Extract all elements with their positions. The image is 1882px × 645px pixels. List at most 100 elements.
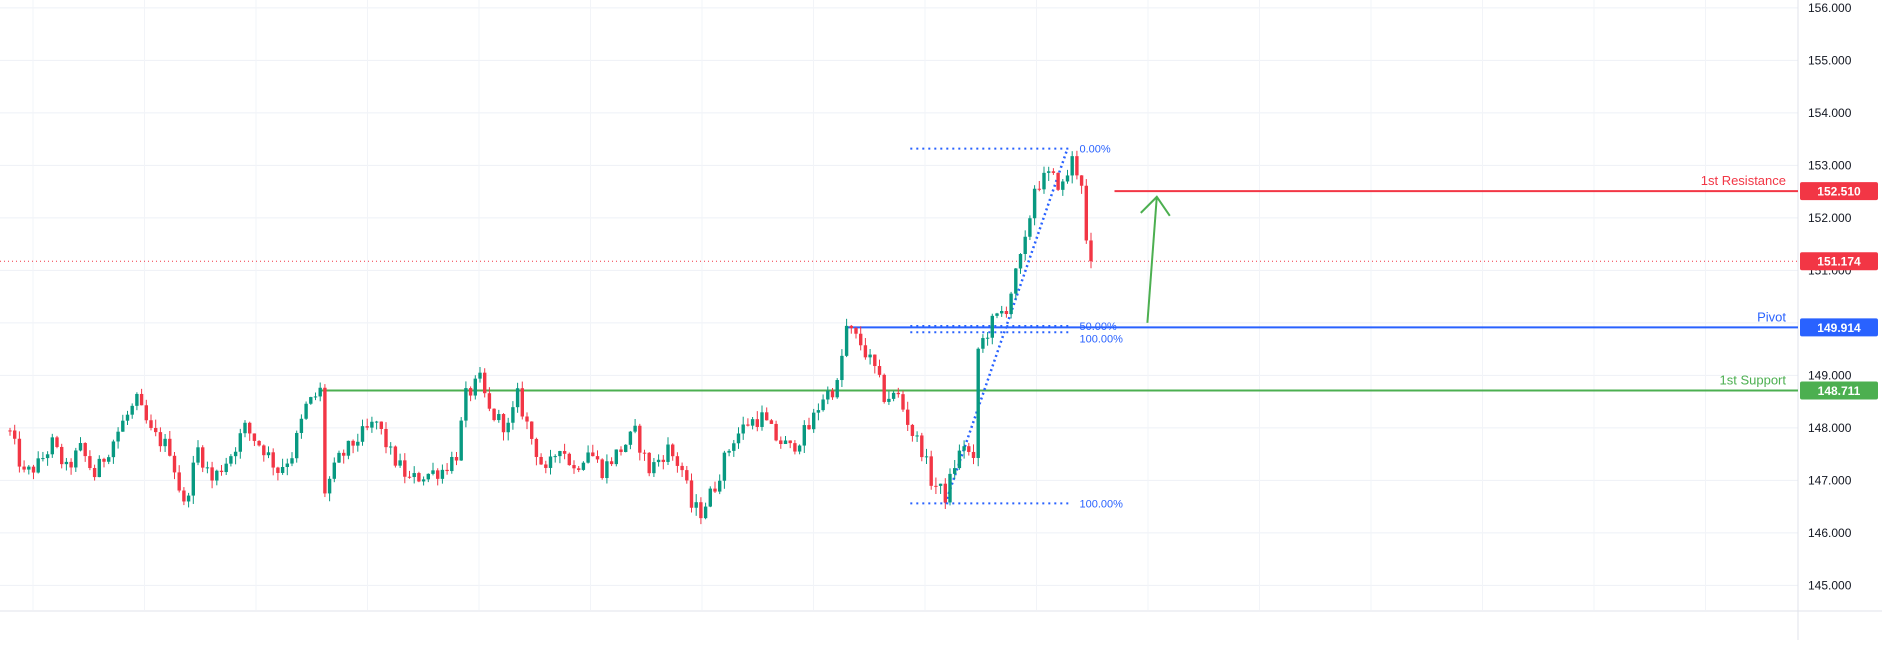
candle-body — [31, 466, 36, 473]
candle-body — [718, 480, 722, 492]
candle-body — [981, 338, 985, 349]
candle-body — [205, 467, 210, 469]
candle-body — [248, 422, 252, 434]
candle-body — [257, 440, 261, 446]
fib-level-label: 100.00% — [1080, 498, 1124, 510]
candle-body — [671, 444, 675, 457]
candle-body — [1065, 175, 1070, 182]
candle-body — [1009, 293, 1013, 315]
candle-body — [229, 456, 233, 464]
candle-body — [1000, 310, 1004, 314]
price-tag[interactable] — [1800, 381, 1878, 400]
candle-body — [854, 328, 858, 334]
candle-body — [915, 435, 919, 437]
candle-body — [210, 467, 214, 481]
candle-body — [262, 445, 266, 456]
candle-body — [812, 412, 816, 430]
candle-body — [69, 461, 73, 468]
candle-body — [567, 453, 571, 466]
candle-body — [816, 410, 821, 413]
candle-body — [158, 432, 163, 447]
price-tag[interactable] — [1800, 318, 1878, 337]
candle-body — [929, 456, 933, 486]
candle-body — [624, 444, 628, 452]
candle-body — [619, 449, 623, 452]
candle-body — [887, 398, 891, 402]
candle-body — [168, 438, 172, 456]
y-tick-label: 146.000 — [1808, 526, 1852, 540]
candle-body — [515, 388, 520, 408]
fibonacci-retracement[interactable]: 0.00%50.00%100.00%100.00% — [910, 144, 1123, 511]
price-tag[interactable] — [1800, 182, 1878, 201]
candle-body — [41, 458, 45, 460]
candle-body — [417, 473, 421, 482]
candle-body — [661, 459, 665, 462]
candle-body — [746, 424, 750, 426]
candle-body — [1075, 156, 1079, 176]
candle-body — [224, 463, 228, 473]
candle-body — [182, 490, 186, 502]
candle-body — [393, 446, 398, 466]
candle-body — [431, 470, 435, 474]
candle-body — [1037, 188, 1041, 190]
y-tick-label: 145.000 — [1808, 578, 1852, 592]
candle-body — [844, 325, 849, 356]
candle-body — [426, 473, 430, 480]
candle-body — [403, 460, 407, 477]
candle-body — [266, 452, 271, 456]
candle-body — [492, 408, 496, 421]
candle-body — [97, 458, 101, 478]
candle-body — [769, 420, 774, 424]
candle-body — [64, 461, 69, 465]
candle-body — [666, 444, 670, 462]
candle-body — [732, 443, 736, 451]
candle-body — [525, 416, 529, 422]
candle-body — [1084, 185, 1088, 241]
candle-body — [689, 480, 694, 508]
y-tick-label: 156.000 — [1808, 1, 1852, 15]
price-tag-label: 148.711 — [1818, 384, 1861, 398]
price-axis[interactable]: 145.000146.000147.000148.000149.000150.0… — [1800, 1, 1878, 592]
candle-body — [356, 441, 360, 446]
candle-body — [558, 451, 562, 457]
candle-body — [454, 456, 459, 461]
candle-body — [22, 466, 26, 470]
candle-body — [1047, 171, 1051, 173]
candle-body — [760, 412, 764, 427]
candle-body — [910, 424, 915, 436]
candle-body — [125, 414, 130, 421]
candle-body — [572, 465, 576, 469]
price-tag-label: 152.510 — [1817, 185, 1861, 199]
candle-body — [398, 460, 402, 466]
candle-body — [445, 469, 449, 472]
candle-body — [487, 393, 492, 409]
candle-body — [765, 412, 769, 421]
price-tag[interactable] — [1800, 252, 1878, 271]
candle-body — [92, 468, 97, 478]
candle-body — [985, 337, 990, 339]
candle-body — [638, 425, 642, 453]
candle-body — [868, 354, 872, 358]
candle-body — [215, 470, 219, 481]
candle-body — [1023, 236, 1027, 254]
candle-body — [60, 446, 64, 465]
candle-body — [238, 433, 242, 452]
candle-body — [365, 426, 369, 428]
candle-body — [633, 425, 637, 432]
candle-body — [586, 452, 590, 463]
candle-body — [957, 450, 962, 469]
candle-body — [309, 397, 313, 404]
candle-body — [130, 405, 134, 415]
candle-body — [793, 443, 797, 452]
candle-body — [436, 470, 440, 479]
candle-body — [478, 372, 482, 379]
candle-body — [285, 463, 289, 468]
candle-body — [694, 502, 698, 508]
candle-body — [675, 456, 680, 466]
y-tick-label: 155.000 — [1808, 53, 1852, 67]
candle-body — [807, 425, 811, 430]
level-name: 1st Support — [1720, 373, 1787, 388]
